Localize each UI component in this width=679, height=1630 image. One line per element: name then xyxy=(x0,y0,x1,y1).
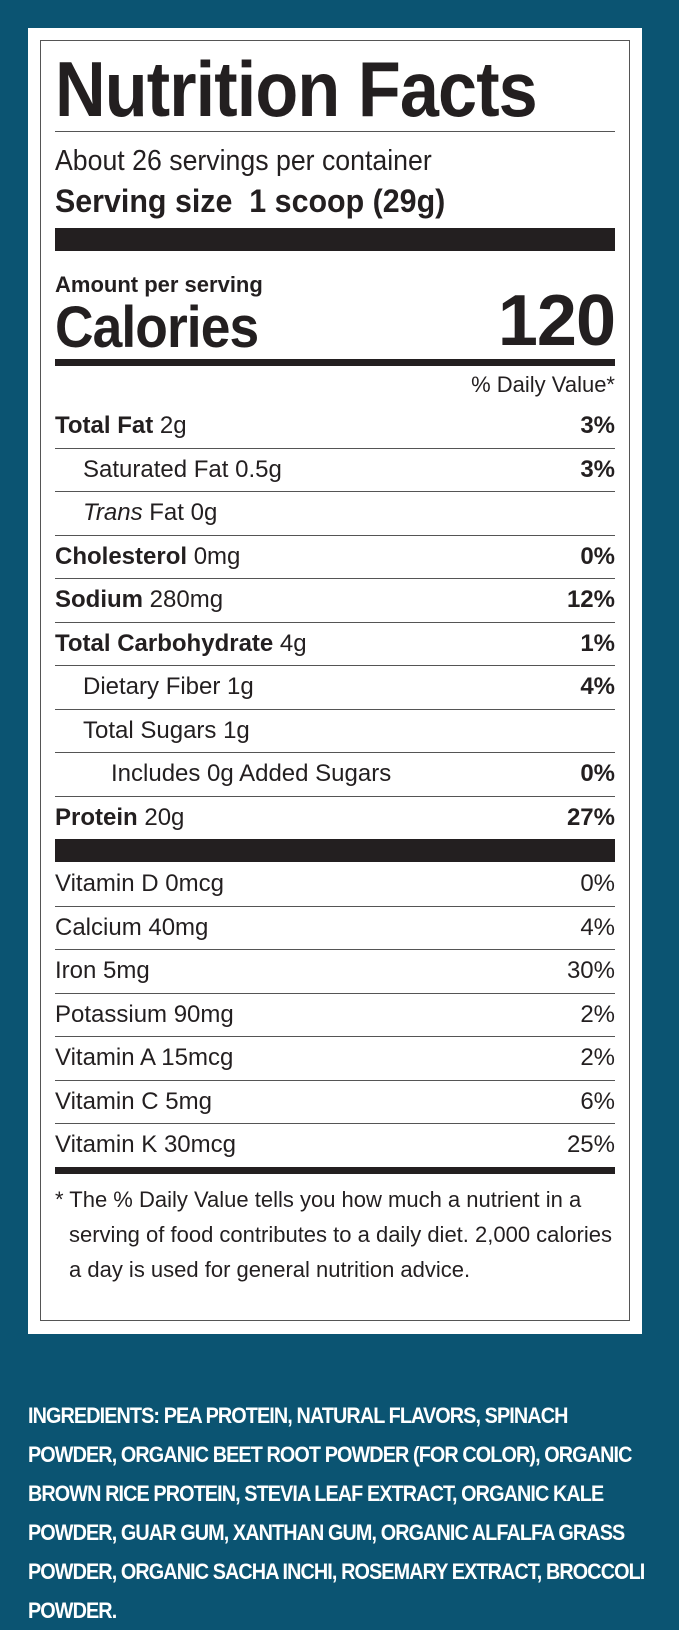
vitamin-dv: 30% xyxy=(566,957,615,985)
label-title: Nutrition Facts xyxy=(55,45,538,133)
vitamin-dv: 0% xyxy=(580,869,615,897)
nutrient-dv: 3% xyxy=(580,455,615,483)
nutrient-row: Protein 20g 27% xyxy=(55,795,615,840)
footnote-text: * The % Daily Value tells you how much a… xyxy=(55,1186,612,1282)
nutrient-name: Protein 20g xyxy=(55,803,185,831)
daily-value-header: % Daily Value* xyxy=(471,372,615,397)
vitamin-row: Potassium 90mg 2% xyxy=(55,992,615,1037)
nutrient-row: Total Carbohydrate 4g 1% xyxy=(55,621,615,666)
nutrient-name: Total Sugars 1g xyxy=(83,716,250,744)
nutrition-facts-label: Nutrition Facts About 26 servings per co… xyxy=(40,40,630,1321)
vitamin-row: Vitamin D 0mcg 0% xyxy=(55,862,615,906)
nutrient-name: Dietary Fiber 1g xyxy=(83,673,254,701)
vitamin-name: Calcium 40mg xyxy=(55,913,209,941)
nutrient-row: Dietary Fiber 1g 4% xyxy=(55,665,615,709)
nutrient-row: Includes 0g Added Sugars 0% xyxy=(55,752,615,796)
vitamin-dv: 2% xyxy=(580,1044,615,1072)
vitamin-row: Iron 5mg 30% xyxy=(55,949,615,993)
nutrient-row: Sodium 280mg 12% xyxy=(55,578,615,622)
nutrient-row: Cholesterol 0mg 0% xyxy=(55,534,615,579)
calories-section: Amount per serving Calories 120 xyxy=(55,251,616,361)
vitamin-name: Vitamin D 0mcg xyxy=(55,869,224,897)
nutrient-name: Includes 0g Added Sugars xyxy=(111,760,392,788)
nutrient-dv: 1% xyxy=(580,629,615,657)
nutrient-name: Sodium 280mg xyxy=(55,586,224,614)
thick-divider xyxy=(55,228,615,251)
amount-per-serving: Amount per serving xyxy=(55,272,263,297)
calories-value: 120 xyxy=(497,281,616,361)
serving-size-value: 1 scoop (29g) xyxy=(249,183,446,219)
vitamin-name: Potassium 90mg xyxy=(55,1000,234,1028)
nutrient-dv: 27% xyxy=(566,803,615,831)
vitamin-name: Vitamin A 15mcg xyxy=(55,1044,234,1072)
nutrient-dv: 0% xyxy=(580,542,615,570)
medium-divider xyxy=(55,1166,615,1174)
serving-size: Serving size 1 scoop (29g) xyxy=(55,180,587,222)
vitamin-row: Vitamin A 15mcg 2% xyxy=(55,1036,615,1080)
vitamin-dv: 2% xyxy=(580,1000,615,1028)
nutrient-row: Trans Fat 0g xyxy=(55,491,615,535)
nutrient-dv: 3% xyxy=(580,411,615,439)
vitamin-name: Vitamin C 5mg xyxy=(55,1087,212,1115)
thick-divider xyxy=(55,839,615,862)
servings-per-container: About 26 servings per container xyxy=(55,145,432,177)
vitamin-name: Vitamin K 30mcg xyxy=(55,1131,236,1159)
nutrient-name: Trans Fat 0g xyxy=(83,499,218,527)
nutrient-row: Total Fat 2g 3% xyxy=(55,404,615,448)
medium-divider xyxy=(55,359,615,366)
nutrient-name: Total Fat 2g xyxy=(55,411,187,439)
vitamin-row: Calcium 40mg 4% xyxy=(55,905,615,950)
nutrient-dv: 0% xyxy=(580,760,615,788)
nutrient-row: Saturated Fat 0.5g 3% xyxy=(55,447,615,492)
calories-label: Calories xyxy=(55,295,259,360)
vitamin-name: Iron 5mg xyxy=(55,957,150,985)
nutrient-name: Cholesterol 0mg xyxy=(55,542,241,570)
nutrient-row: Total Sugars 1g xyxy=(55,708,615,753)
nutrient-name: Saturated Fat 0.5g xyxy=(83,455,282,483)
nutrient-dv: 12% xyxy=(566,586,615,614)
vitamin-dv: 25% xyxy=(566,1131,615,1159)
vitamin-row: Vitamin K 30mcg 25% xyxy=(55,1123,615,1167)
nutrient-dv: 4% xyxy=(580,673,615,701)
vitamin-dv: 4% xyxy=(580,913,615,941)
vitamin-row: Vitamin C 5mg 6% xyxy=(55,1079,615,1124)
vitamin-dv: 6% xyxy=(580,1087,615,1115)
footnote: * The % Daily Value tells you how much a… xyxy=(55,1174,615,1287)
serving-size-label: Serving size xyxy=(55,183,233,219)
ingredients-text: INGREDIENTS: PEA PROTEIN, NATURAL FLAVOR… xyxy=(28,1403,645,1623)
vitamin-list: Vitamin D 0mcg 0% Calcium 40mg 4% Iron 5mg 30… xyxy=(55,862,615,1167)
nutrition-panel: Nutrition Facts About 26 servings per co… xyxy=(28,28,642,1334)
nutrient-name: Total Carbohydrate 4g xyxy=(55,629,307,657)
nutrient-list: Total Fat 2g 3% Saturated Fat 0.5g 3% Trans … xyxy=(55,404,615,839)
divider xyxy=(55,131,615,132)
